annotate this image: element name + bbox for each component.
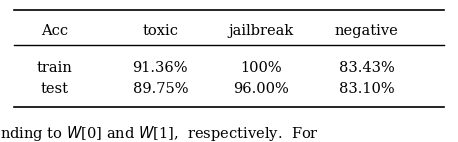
Text: 89.75%: 89.75%	[132, 83, 188, 96]
Text: 83.10%: 83.10%	[338, 83, 394, 96]
Text: Acc: Acc	[41, 24, 69, 38]
Text: 100%: 100%	[240, 61, 282, 75]
Text: nding to $W$[0] and $W$[1],  respectively.  For: nding to $W$[0] and $W$[1], respectively…	[0, 124, 319, 142]
Text: 91.36%: 91.36%	[132, 61, 188, 75]
Text: test: test	[41, 83, 69, 96]
Text: 96.00%: 96.00%	[233, 83, 289, 96]
Text: jailbreak: jailbreak	[229, 24, 294, 38]
Text: negative: negative	[334, 24, 398, 38]
Text: toxic: toxic	[142, 24, 178, 38]
Text: train: train	[37, 61, 73, 75]
Text: 83.43%: 83.43%	[338, 61, 394, 75]
